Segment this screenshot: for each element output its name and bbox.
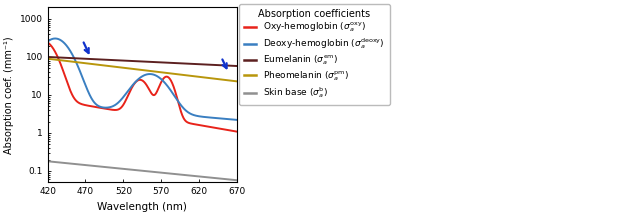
X-axis label: Wavelength (nm): Wavelength (nm) xyxy=(97,202,188,212)
Legend: Oxy-hemoglobin ($\sigma_a^\mathregular{oxy}$), Deoxy-hemoglobin ($\sigma_a^\math: Oxy-hemoglobin ($\sigma_a^\mathregular{o… xyxy=(239,4,390,105)
Y-axis label: Absorption coef. (mm⁻¹): Absorption coef. (mm⁻¹) xyxy=(4,36,14,154)
